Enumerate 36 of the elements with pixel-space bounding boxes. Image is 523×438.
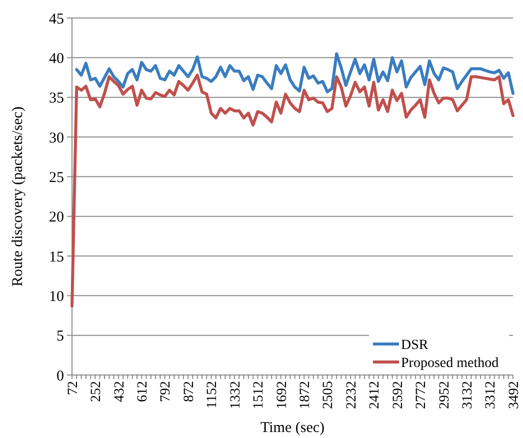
x-tick-label: 432 [112, 381, 128, 402]
y-tick-label: 20 [49, 210, 64, 226]
x-tick-label: 1332 [228, 381, 244, 409]
y-tick-label: 30 [49, 130, 64, 146]
x-tick-label: 3492 [506, 381, 522, 409]
x-tick-label: 3312 [484, 381, 499, 409]
x-tick-label: 1872 [298, 381, 314, 409]
legend-label: DSR [401, 338, 429, 353]
x-tick-label: 252 [89, 381, 104, 402]
x-tick-label: 792 [158, 381, 174, 402]
x-tick-label: 72 [66, 381, 81, 395]
y-tick-label: 45 [49, 11, 64, 28]
line-series [70, 74, 514, 308]
y-tick-label: 15 [49, 249, 64, 266]
y-tick-label: 40 [49, 50, 64, 67]
x-tick-label: 1152 [205, 381, 220, 408]
x-tick-label: 2772 [414, 381, 430, 409]
x-tick-label: 1692 [274, 381, 290, 409]
x-tick-label: 872 [182, 381, 197, 402]
x-tick-label: 1512 [252, 381, 267, 409]
x-tick-label: 2505 [321, 381, 336, 409]
y-tick-label: 5 [56, 328, 64, 345]
y-tick-label: 35 [49, 90, 64, 107]
y-axis-title: Route discovery (packets/sec) [10, 106, 26, 286]
y-tick-label: 25 [49, 170, 64, 186]
x-tick-label: 3132 [460, 381, 476, 409]
x-tick-label: 2232 [344, 381, 360, 409]
legend-label: Proposed method [401, 356, 499, 371]
y-tick-label: 10 [49, 288, 64, 305]
x-tick-label: 612 [136, 381, 151, 402]
y-tick-label: 0 [56, 368, 64, 384]
x-tick-label: 2592 [390, 381, 406, 409]
line-series [75, 52, 514, 95]
x-tick-label: 2412 [368, 381, 383, 409]
x-tick-label: 2952 [437, 381, 452, 409]
x-axis-title: Time (sec) [260, 420, 325, 436]
